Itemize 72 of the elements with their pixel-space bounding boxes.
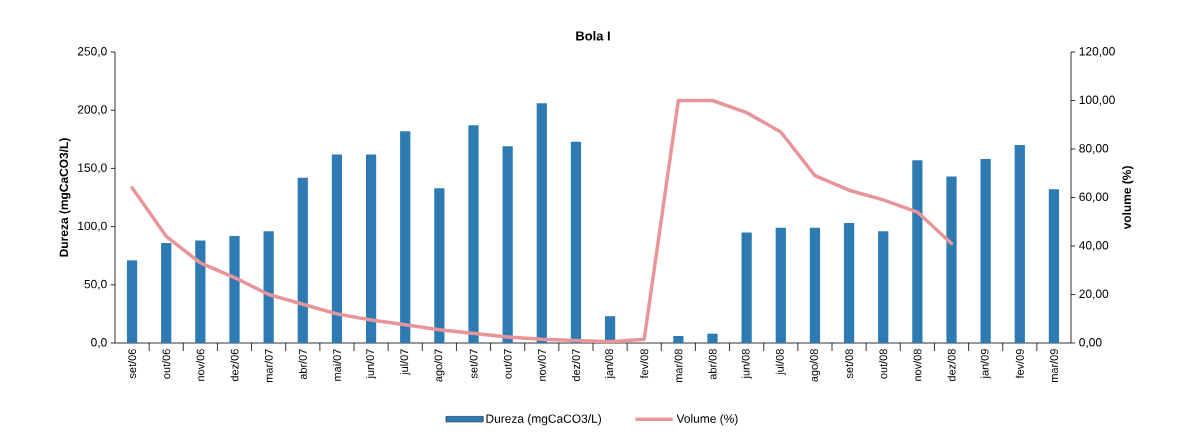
x-tick-label: mai/07 [332, 349, 341, 381]
x-tick-label: nov/06 [196, 349, 205, 381]
y-axis-title: Dureza (mgCaCO3/L) [59, 138, 71, 257]
y2-tick-label: 0,00 [1079, 338, 1102, 348]
y-tick-label: 200,0 [77, 105, 107, 116]
bar [878, 231, 889, 343]
bar [980, 159, 991, 343]
x-tick-label: dez/06 [230, 349, 239, 382]
y2-tick-label: 80,00 [1079, 144, 1109, 154]
x-tick-label: dez/08 [947, 349, 956, 382]
x-tick-label: jan/08 [604, 349, 616, 379]
x-tick-label: abr/07 [298, 349, 307, 380]
x-tick-label: set/07 [469, 349, 478, 379]
bar [775, 227, 786, 343]
bar [946, 176, 957, 343]
y2-tick-label: 100,00 [1079, 95, 1115, 106]
chart-title: Bola I [576, 30, 610, 41]
bar [809, 227, 821, 343]
x-tick-label: jan/09 [980, 349, 991, 379]
bar [400, 131, 411, 343]
x-tick-label: nov/07 [537, 349, 546, 381]
x-tick-label: jul/08 [775, 349, 786, 376]
bar [912, 160, 923, 343]
x-tick-label: out/08 [879, 349, 888, 379]
y2-tick-label: 20,00 [1079, 289, 1109, 300]
bar [673, 336, 684, 343]
bar [1048, 189, 1060, 343]
x-tick-label: fev/08 [640, 349, 649, 379]
bar [570, 141, 582, 343]
x-tick-label: dez/07 [571, 349, 580, 382]
y2-tick-label: 60,00 [1079, 192, 1109, 203]
bar [229, 235, 240, 343]
x-tick-label: jun/07 [365, 349, 377, 379]
y2-axis-title: volume (%) [1122, 166, 1134, 230]
bar [297, 177, 308, 343]
y-tick-label: 100,0 [78, 221, 107, 232]
bar [843, 223, 855, 343]
x-tick-label: fev/09 [1015, 349, 1024, 379]
bar [502, 146, 513, 343]
x-tick-label: set/06 [128, 349, 137, 379]
x-tick-label: jun/08 [741, 349, 752, 379]
x-tick-label: set/08 [845, 349, 854, 379]
legend-label: Volume (%) [676, 414, 738, 426]
bar [741, 232, 752, 343]
bar [468, 125, 479, 343]
x-tick-label: ago/08 [809, 349, 821, 382]
bar [331, 154, 343, 343]
x-tick-label: out/07 [503, 349, 512, 379]
x-tick-label: mar/07 [264, 349, 273, 383]
bar [195, 240, 206, 343]
y-tick-label: 0,0 [91, 338, 107, 348]
x-tick-label: jul/07 [400, 349, 411, 376]
legend-label: Dureza (mgCaCO3/L) [486, 414, 601, 426]
bar [536, 103, 547, 343]
y-tick-label: 250,0 [77, 47, 107, 57]
y-tick-label: 150,0 [78, 163, 107, 174]
x-tick-label: mar/08 [674, 349, 683, 383]
x-tick-label: abr/08 [708, 349, 717, 380]
bar [434, 188, 445, 343]
y-tick-label: 50,0 [84, 279, 107, 290]
y2-tick-label: 120,00 [1079, 47, 1115, 57]
bar [707, 333, 718, 343]
x-tick-label: out/06 [162, 349, 171, 379]
bar [263, 231, 274, 343]
x-tick-label: mar/09 [1049, 349, 1058, 383]
x-tick-label: ago/07 [434, 349, 445, 382]
x-tick-label: nov/08 [913, 349, 922, 381]
bar [161, 242, 172, 343]
y2-tick-label: 40,00 [1079, 241, 1109, 251]
bar [126, 260, 138, 343]
bar [365, 154, 377, 343]
bar [1014, 145, 1025, 343]
